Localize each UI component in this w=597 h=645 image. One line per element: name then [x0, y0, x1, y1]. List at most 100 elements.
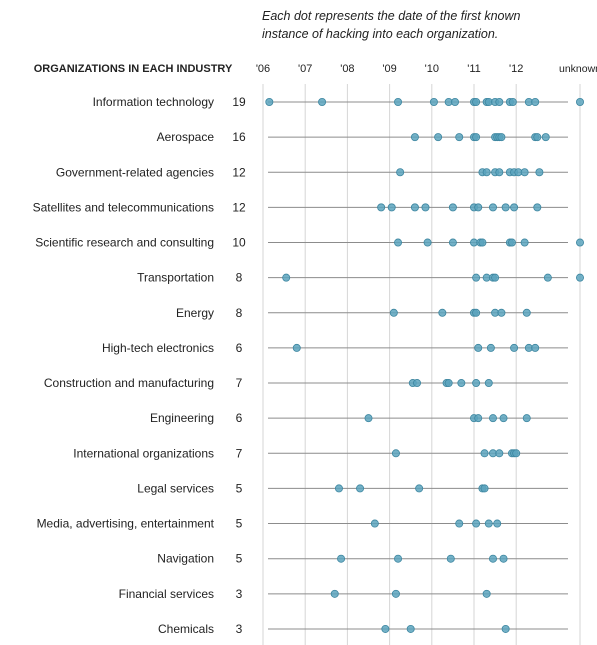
- industry-label: High-tech electronics: [102, 341, 214, 355]
- industry-row: Transportation 8: [137, 271, 585, 285]
- data-dot: [510, 203, 519, 212]
- data-dot: [394, 554, 403, 563]
- x-axis-ticks: '06 '07 '08 '09 '10 '11 '12 unknown: [256, 63, 597, 75]
- industry-row: International organizations 7: [73, 446, 568, 460]
- industry-label: Aerospace: [157, 130, 215, 144]
- data-dot: [282, 273, 291, 282]
- data-dot: [394, 238, 403, 247]
- data-dot: [389, 308, 398, 317]
- industry-row: Energy 8: [176, 306, 568, 320]
- data-dot: [429, 98, 438, 107]
- data-dot: [522, 414, 531, 423]
- data-dot: [472, 519, 481, 528]
- data-dot: [381, 624, 390, 633]
- data-dot: [497, 308, 506, 317]
- industry-count: 5: [236, 552, 243, 566]
- data-dot: [391, 589, 400, 598]
- industry-label: Media, advertising, entertainment: [37, 517, 215, 531]
- data-dot: [531, 98, 540, 107]
- data-dot: [484, 379, 493, 388]
- x-tick-label: unknown: [559, 63, 597, 75]
- industry-label: Information technology: [93, 95, 214, 109]
- industry-row: Chemicals 3: [158, 622, 568, 636]
- industry-count: 10: [232, 236, 246, 250]
- industry-label: Satellites and telecommunications: [33, 200, 214, 214]
- data-dot: [507, 238, 516, 247]
- chart-note: Each dot represents the date of the firs…: [262, 9, 521, 41]
- data-dot: [394, 98, 403, 107]
- data-dot: [480, 484, 489, 493]
- industry-label: Legal services: [137, 481, 214, 495]
- data-dot: [482, 168, 491, 177]
- data-dot: [318, 98, 327, 107]
- data-dot: [364, 414, 373, 423]
- industry-row: High-tech electronics 6: [102, 341, 568, 355]
- data-dot: [370, 519, 379, 528]
- data-dot: [484, 519, 493, 528]
- industry-count: 3: [236, 622, 243, 636]
- data-dot: [474, 414, 483, 423]
- data-dot: [512, 449, 521, 458]
- data-dot: [448, 203, 457, 212]
- industry-count: 12: [232, 200, 246, 214]
- data-dot: [472, 133, 481, 142]
- data-dot: [455, 133, 464, 142]
- data-dot: [472, 273, 481, 282]
- data-dot: [499, 414, 508, 423]
- industry-label: Navigation: [157, 552, 214, 566]
- data-dot: [533, 133, 542, 142]
- data-dot: [292, 343, 301, 352]
- x-tick-label: '07: [298, 63, 312, 75]
- industry-count: 7: [236, 376, 243, 390]
- industry-count: 19: [232, 95, 246, 109]
- industry-label: Scientific research and consulting: [35, 236, 214, 250]
- industry-row: Government-related agencies 12: [56, 165, 568, 179]
- unknown-date-dot: [576, 273, 585, 282]
- industry-row: Aerospace 16: [157, 130, 568, 144]
- industry-label: International organizations: [73, 446, 214, 460]
- industry-row: Construction and manufacturing 7: [44, 376, 568, 390]
- x-tick-label: '09: [382, 63, 396, 75]
- data-dot: [533, 203, 542, 212]
- x-tick-label: '11: [467, 63, 481, 75]
- data-dot: [455, 519, 464, 528]
- data-dot: [497, 133, 506, 142]
- industry-label: Transportation: [137, 271, 214, 285]
- industry-count: 12: [232, 165, 246, 179]
- industry-label: Chemicals: [158, 622, 214, 636]
- data-dot: [444, 379, 453, 388]
- data-dot: [510, 343, 519, 352]
- industry-count: 6: [236, 341, 243, 355]
- data-dot: [421, 203, 430, 212]
- data-dot: [541, 133, 550, 142]
- data-dot: [495, 449, 504, 458]
- data-dot: [387, 203, 396, 212]
- data-dot: [495, 168, 504, 177]
- data-dot: [501, 624, 510, 633]
- data-dot: [486, 343, 495, 352]
- data-dot: [472, 308, 481, 317]
- industry-row: Legal services 5: [137, 481, 568, 495]
- x-tick-label: '06: [256, 63, 270, 75]
- data-dot: [410, 133, 419, 142]
- data-dot: [472, 379, 481, 388]
- data-dot: [531, 343, 540, 352]
- industry-count: 5: [236, 517, 243, 531]
- data-dot: [478, 238, 487, 247]
- industry-label: Government-related agencies: [56, 165, 214, 179]
- data-dot: [406, 624, 415, 633]
- industry-count: 7: [236, 446, 243, 460]
- header-label: ORGANIZATIONS IN EACH INDUSTRY: [34, 63, 233, 75]
- data-dot: [377, 203, 386, 212]
- data-dot: [410, 203, 419, 212]
- data-dot: [480, 449, 489, 458]
- industry-row: Scientific research and consulting 10: [35, 236, 585, 250]
- data-dot: [508, 98, 517, 107]
- data-dot: [337, 554, 346, 563]
- industry-row: Media, advertising, entertainment 5: [37, 517, 568, 531]
- data-dot: [488, 203, 497, 212]
- industry-count: 8: [236, 306, 243, 320]
- data-dot: [334, 484, 343, 493]
- data-dot: [451, 98, 460, 107]
- industry-row: Engineering 6: [150, 411, 568, 425]
